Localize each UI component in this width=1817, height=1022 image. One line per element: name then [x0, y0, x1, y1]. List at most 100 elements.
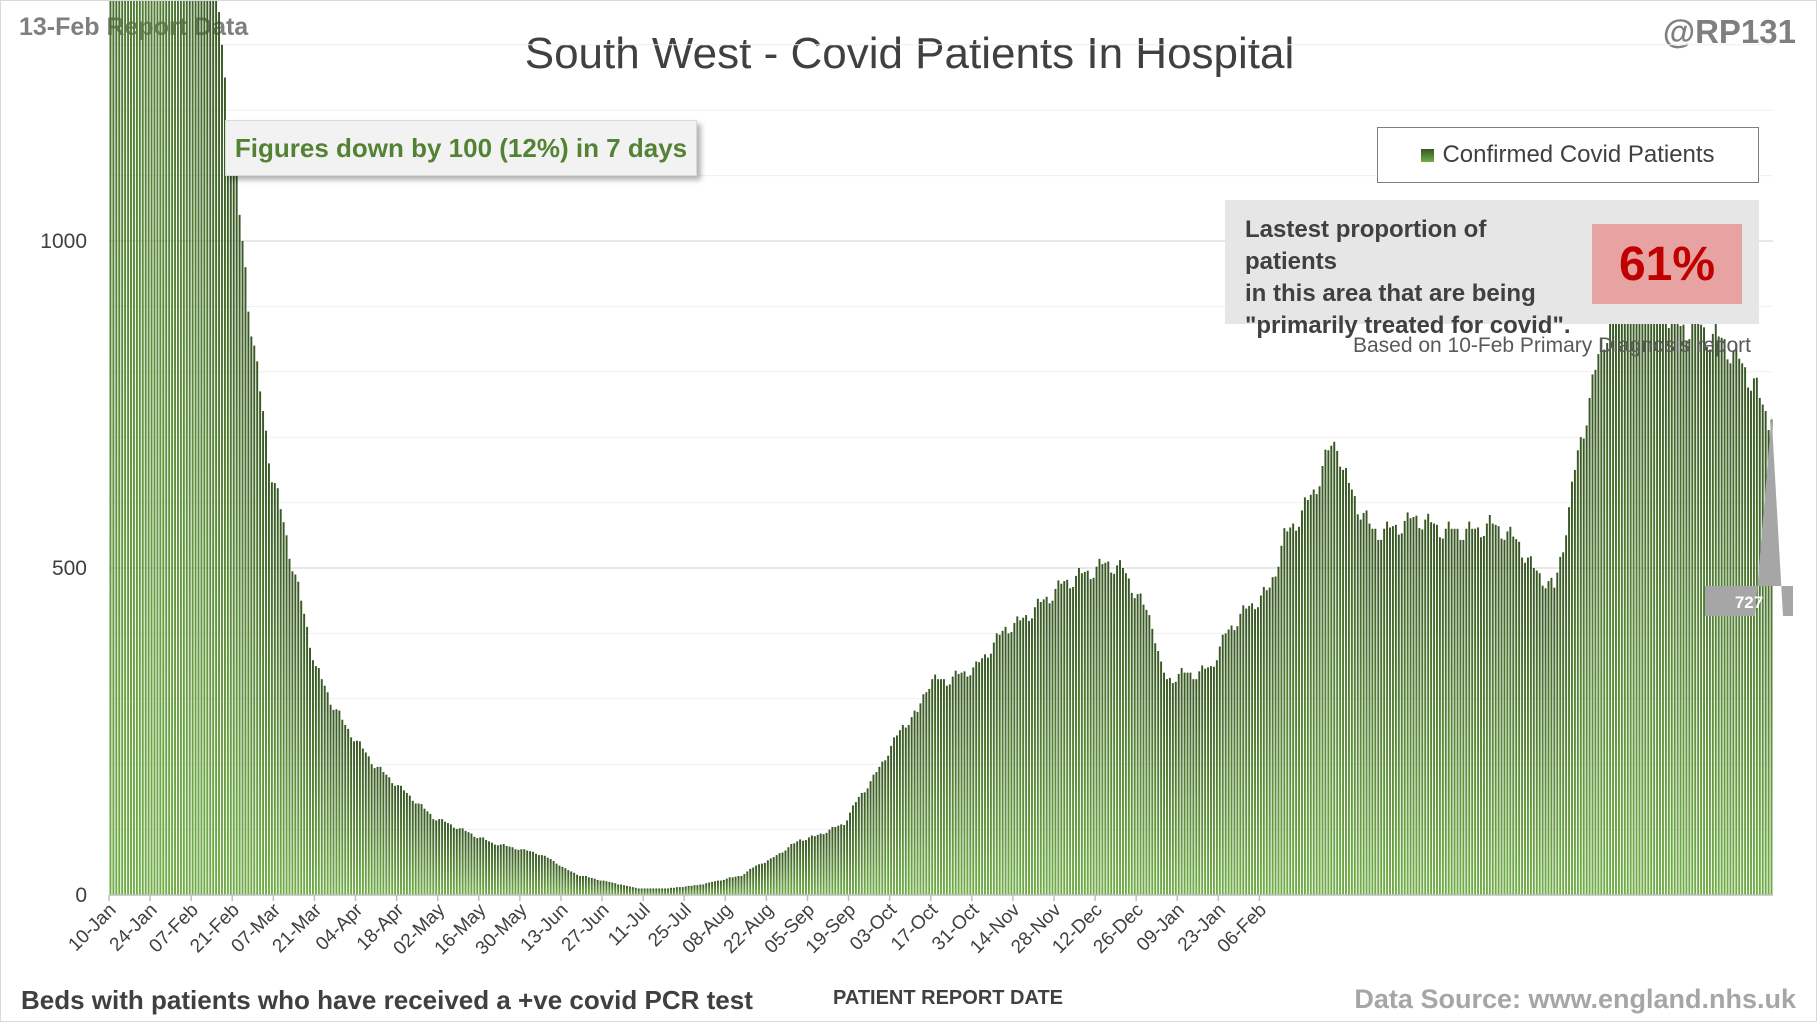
change-callout: Figures down by 100 (12%) in 7 days	[225, 120, 697, 176]
bar	[1256, 607, 1259, 895]
bar	[681, 887, 684, 895]
bar	[150, 1, 153, 895]
bar	[194, 1, 197, 896]
bar	[834, 826, 837, 895]
bar	[1582, 438, 1585, 895]
bar	[1482, 535, 1485, 895]
bar	[376, 766, 379, 895]
bar	[218, 12, 221, 896]
bar	[1462, 539, 1465, 895]
bar	[1706, 346, 1708, 895]
bar	[1268, 587, 1271, 895]
bar	[552, 860, 555, 895]
proportion-panel: Lastest proportion of patients in this a…	[1225, 200, 1759, 339]
bar	[934, 674, 937, 895]
bar	[1474, 528, 1477, 895]
latest-value-badge	[1705, 415, 1793, 616]
bar	[267, 463, 270, 895]
bar	[1529, 556, 1532, 895]
bar	[731, 877, 734, 895]
bar	[1661, 302, 1664, 896]
bar	[849, 812, 851, 895]
bar	[1248, 605, 1251, 895]
bar	[796, 841, 799, 895]
bar	[1004, 626, 1007, 895]
bar	[1142, 604, 1145, 895]
bar	[488, 841, 491, 895]
bar	[1207, 667, 1210, 895]
bar	[124, 1, 127, 896]
bar	[1761, 404, 1764, 895]
bar	[1262, 586, 1265, 895]
footer-description: Beds with patients who have received a +…	[21, 985, 753, 1015]
bar	[520, 849, 523, 895]
bar	[1603, 349, 1606, 895]
bar	[1271, 577, 1274, 895]
bar	[226, 133, 229, 896]
bar	[857, 796, 860, 895]
bar	[1119, 560, 1121, 895]
bar	[1750, 390, 1752, 895]
bar	[1033, 607, 1036, 895]
bar	[634, 887, 637, 895]
bar	[1377, 539, 1380, 895]
bar	[1327, 450, 1330, 895]
bar	[1659, 298, 1661, 895]
bar	[171, 1, 174, 895]
bar	[1280, 545, 1283, 895]
bar	[602, 880, 605, 895]
bar	[273, 482, 276, 895]
bar	[1298, 526, 1300, 895]
bar	[1735, 343, 1738, 895]
bar	[1421, 529, 1424, 895]
bar	[229, 159, 232, 895]
bar	[109, 1, 112, 895]
bar	[1544, 588, 1547, 895]
bar	[1292, 523, 1295, 895]
bar	[775, 855, 778, 895]
bar	[1227, 629, 1230, 895]
bar	[784, 850, 787, 895]
bar	[699, 884, 702, 895]
bar	[1400, 533, 1403, 895]
bar	[197, 1, 200, 895]
bar	[711, 881, 714, 895]
bar	[860, 792, 863, 895]
bar	[426, 811, 429, 895]
bar	[1098, 558, 1101, 895]
bar	[655, 888, 658, 895]
bar	[496, 845, 499, 895]
bar	[1726, 359, 1729, 895]
bar	[913, 710, 916, 895]
bar	[1145, 609, 1148, 895]
bar	[986, 657, 989, 895]
bar	[338, 710, 341, 895]
bar	[1306, 499, 1309, 895]
bar	[1391, 526, 1394, 895]
bar	[1562, 552, 1565, 895]
bar	[631, 887, 634, 895]
bar	[678, 887, 681, 895]
bar	[464, 830, 467, 895]
bar	[1359, 519, 1362, 895]
bar	[159, 1, 162, 895]
bar	[1679, 326, 1682, 895]
bar	[1509, 526, 1512, 895]
bar	[957, 673, 960, 895]
bar	[567, 870, 570, 895]
bar	[1644, 307, 1647, 896]
bar	[1729, 363, 1732, 895]
bar	[479, 837, 482, 895]
bar	[972, 667, 975, 895]
bar	[1703, 327, 1705, 896]
bar	[998, 634, 1001, 895]
bar	[863, 792, 866, 895]
bar	[1397, 534, 1400, 895]
bar	[1036, 598, 1039, 895]
bar	[1019, 620, 1022, 895]
bar	[493, 844, 496, 895]
bar	[975, 661, 978, 895]
bar	[1295, 530, 1298, 895]
bar	[1708, 349, 1711, 895]
bar	[643, 888, 646, 895]
